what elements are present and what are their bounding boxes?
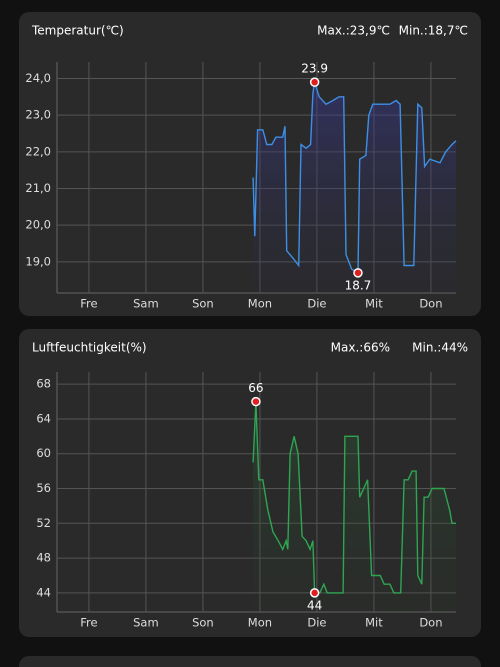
x-tick-label: Die (307, 616, 326, 630)
marker-label: 66 (248, 381, 263, 395)
x-tick-label: Mit (365, 616, 383, 630)
x-tick-label: Don (419, 297, 442, 311)
area (253, 401, 456, 612)
marker-label: 23.9 (301, 62, 328, 76)
y-tick-label: 44 (36, 585, 51, 599)
chart-title: Luftfeuchtigkeit(%) (32, 341, 147, 355)
card (19, 656, 481, 667)
marker-label: 44 (307, 598, 322, 612)
line (252, 401, 456, 594)
marker (309, 588, 320, 598)
marker-label: 18.7 (345, 278, 372, 292)
y-tick-label: 60 (36, 446, 51, 460)
y-tick-label: 19,0 (25, 254, 51, 268)
x-tick-label: Fre (80, 297, 97, 311)
x-tick-label: Sam (133, 616, 159, 630)
y-tick-label: 20,0 (25, 218, 51, 232)
y-tick-label: 48 (36, 551, 51, 565)
y-tick-label: 68 (36, 377, 51, 391)
x-tick-label: Don (419, 616, 442, 630)
x-tick-label: Son (192, 616, 214, 630)
min-label: Min.:18,7℃ (399, 24, 468, 38)
x-tick-label: Die (307, 297, 326, 311)
area (253, 82, 456, 293)
max-label: Max.:66% (331, 341, 390, 355)
x-tick-label: Mon (248, 297, 272, 311)
marker (251, 396, 261, 407)
chart-title: Temperatur(℃) (31, 24, 124, 38)
y-tick-label: 22,0 (25, 144, 51, 158)
x-tick-label: Mit (365, 297, 383, 311)
min-label: Min.:44% (412, 341, 468, 355)
marker (353, 268, 363, 278)
y-tick-label: 64 (36, 411, 51, 425)
x-tick-label: Sam (133, 297, 159, 311)
max-label: Max.:23,9℃ (317, 24, 390, 38)
y-tick-label: 56 (36, 481, 51, 495)
x-tick-label: Mon (248, 616, 272, 630)
y-tick-label: 52 (36, 516, 51, 530)
y-tick-label: 24,0 (25, 71, 51, 85)
y-tick-label: 23,0 (25, 108, 51, 122)
marker (309, 77, 320, 87)
y-tick-label: 21,0 (25, 181, 51, 195)
x-tick-label: Son (192, 297, 214, 311)
x-tick-label: Fre (80, 616, 97, 630)
line (252, 81, 457, 274)
